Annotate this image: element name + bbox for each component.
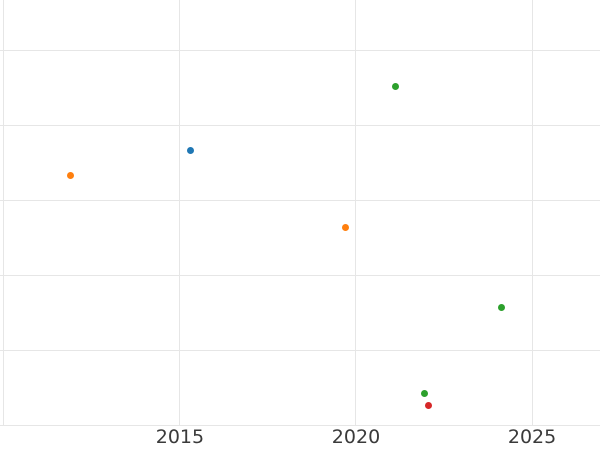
horizontal-gridline-3 <box>0 199 600 201</box>
vertical-gridline-2010 <box>3 0 5 426</box>
horizontal-gridline-5 <box>0 49 600 51</box>
horizontal-gridline-1 <box>0 349 600 351</box>
data-point-series-green-1 <box>497 304 505 311</box>
data-point-series-orange-0 <box>66 172 74 179</box>
vertical-gridline-2025 <box>531 0 533 426</box>
data-point-series-red-0 <box>424 401 432 409</box>
vertical-gridline-2020 <box>355 0 357 426</box>
data-point-series-orange-1 <box>341 223 349 231</box>
data-point-series-blue-0 <box>186 146 194 154</box>
horizontal-gridline-4 <box>0 124 600 126</box>
vertical-gridline-2015 <box>179 0 181 426</box>
horizontal-gridline-2 <box>0 274 600 276</box>
data-point-series-green-0 <box>391 82 399 90</box>
data-point-series-green-2 <box>421 390 429 398</box>
horizontal-gridline-0 <box>0 424 600 426</box>
